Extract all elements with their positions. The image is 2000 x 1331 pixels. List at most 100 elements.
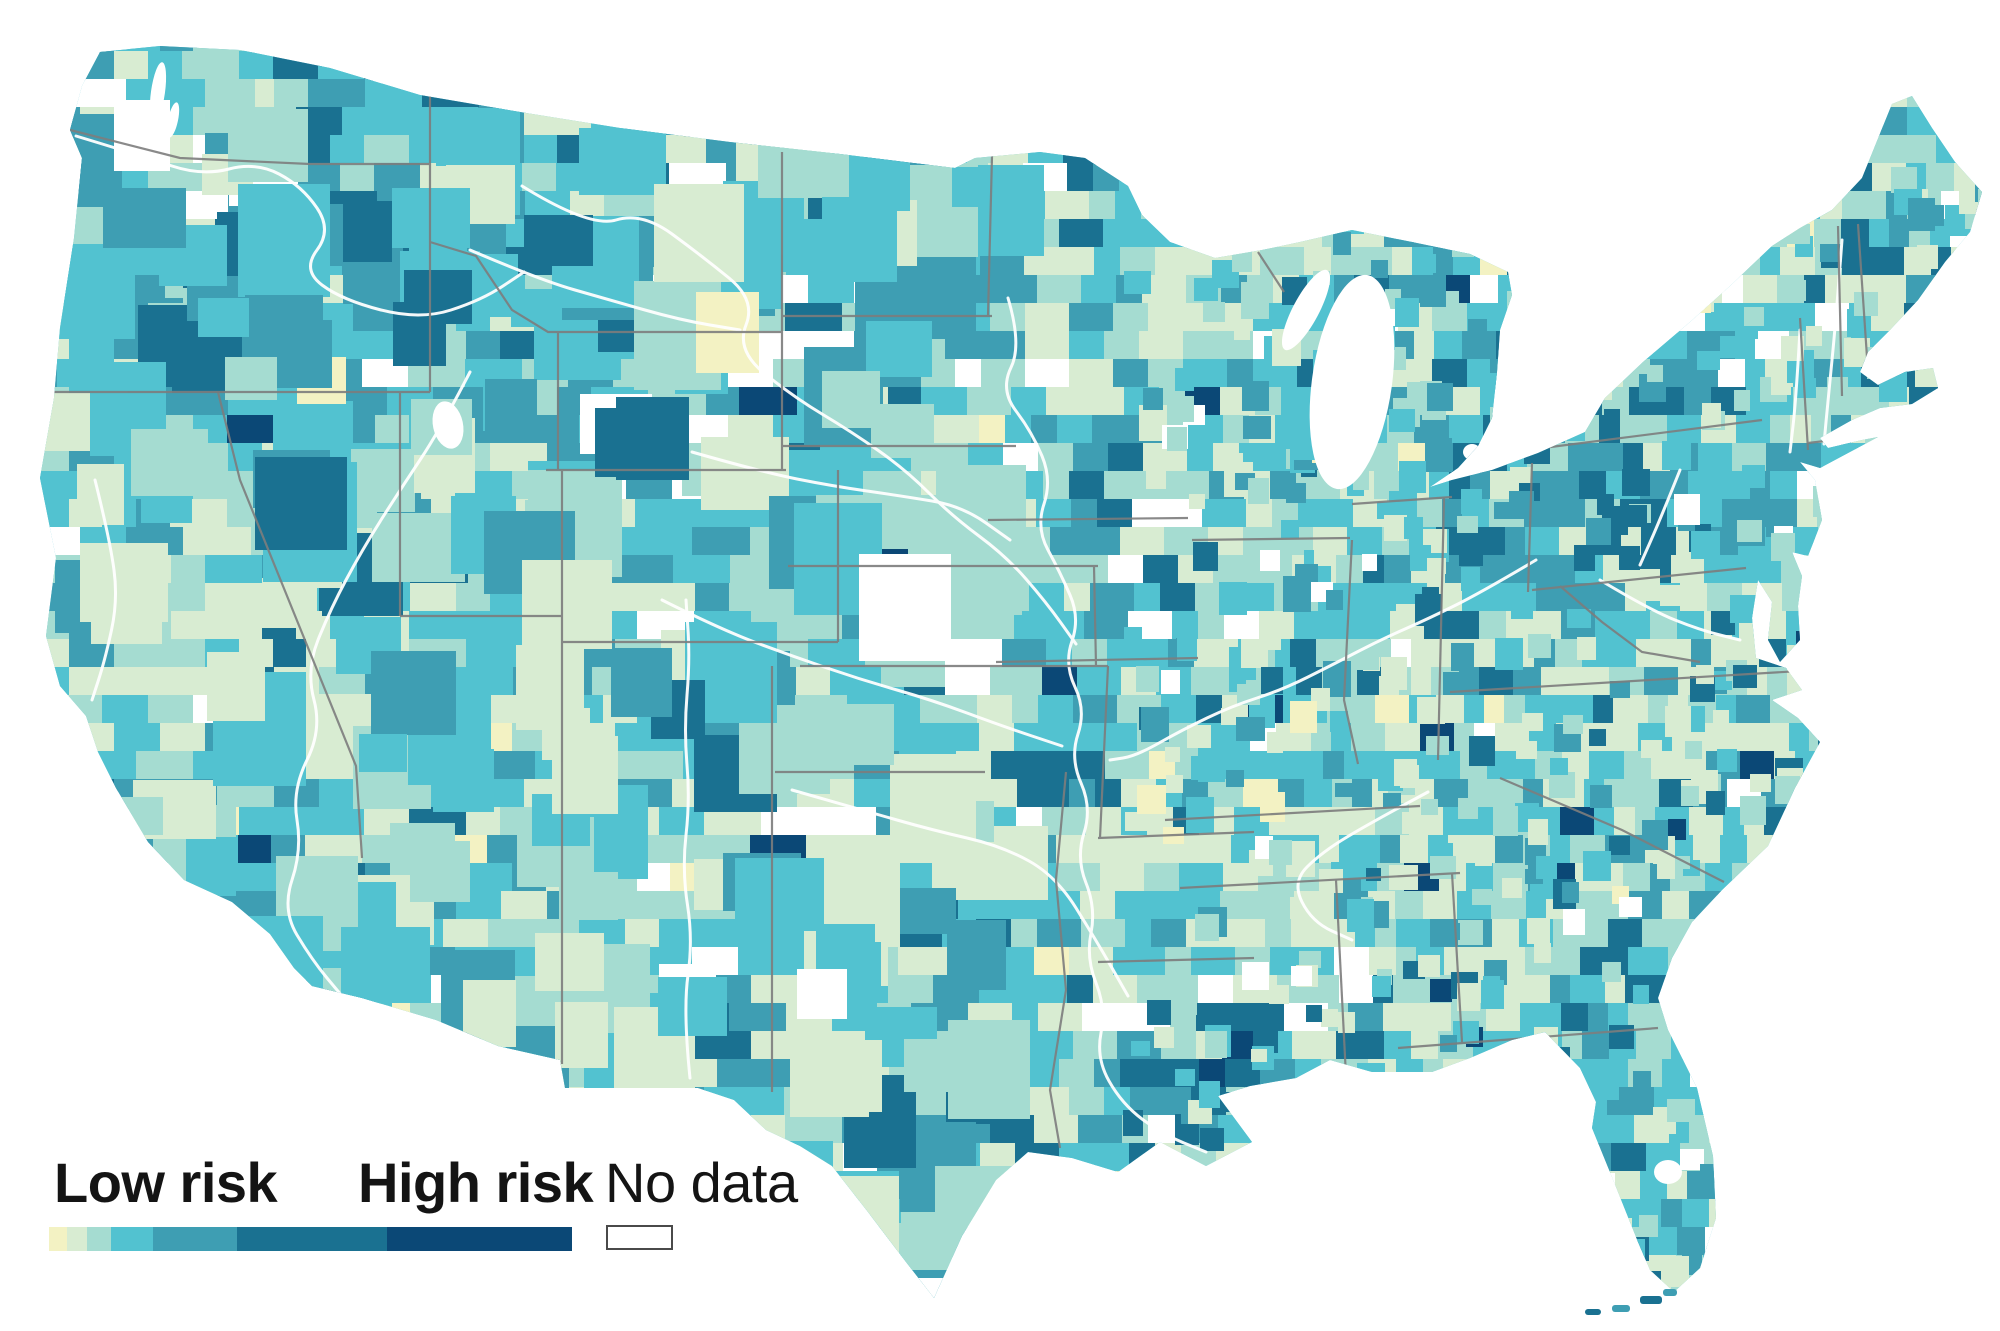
county-cell <box>1636 1031 1673 1061</box>
county-cell <box>306 1255 355 1285</box>
county-cell <box>670 1087 707 1117</box>
county-cell <box>1698 1031 1728 1061</box>
county-cell <box>1778 1255 1815 1285</box>
county-cell <box>1191 756 1210 780</box>
county-cell <box>1204 171 1219 190</box>
county-cell <box>1756 163 1786 193</box>
county-cell <box>1499 1080 1514 1093</box>
county-cell <box>1458 920 1483 945</box>
county-cell <box>1622 251 1643 270</box>
county-cell <box>1848 1154 1865 1172</box>
county-cell <box>1717 749 1737 772</box>
county-cell <box>1271 1199 1309 1229</box>
county-cell <box>1528 819 1548 845</box>
county-cell <box>1940 331 1963 361</box>
county-cell <box>1281 520 1299 538</box>
county-cell <box>1496 191 1533 221</box>
county-cell <box>410 583 459 613</box>
county-cell <box>1590 785 1612 808</box>
county-cell <box>1910 46 1940 53</box>
county-cell <box>758 114 849 198</box>
county-cell <box>810 1040 882 1112</box>
county-cell <box>1314 546 1336 566</box>
county-cell <box>57 1283 106 1298</box>
county-cell <box>1845 695 1875 725</box>
county-cell <box>1399 1283 1429 1298</box>
county-cell <box>1477 79 1500 109</box>
county-cell <box>1844 922 1867 947</box>
county-cell <box>1969 947 1982 977</box>
county-cell <box>1548 443 1571 473</box>
county-cell <box>1347 899 1374 932</box>
county-cell <box>40 1003 72 1033</box>
county-cell <box>1326 590 1343 610</box>
county-cell <box>1682 107 1705 137</box>
county-cell <box>1104 331 1142 361</box>
county-cell <box>273 975 310 1005</box>
county-cell <box>1800 1031 1830 1061</box>
county-cell <box>1016 667 1045 697</box>
county-cell <box>1357 1311 1387 1331</box>
county-cell <box>1988 79 2000 109</box>
county-cell <box>1045 79 1074 109</box>
county-cell <box>1791 1115 1821 1145</box>
county-cell <box>1429 1255 1459 1285</box>
county-cell <box>1949 527 1979 557</box>
county-cell <box>40 975 83 1005</box>
county-cell <box>647 835 696 865</box>
county-cell <box>1108 555 1146 585</box>
county-cell <box>1199 1285 1226 1298</box>
county-cell <box>785 1115 845 1145</box>
county-cell <box>1198 975 1236 1005</box>
county-cell <box>1825 695 1848 725</box>
county-cell <box>273 1087 333 1117</box>
county-cell <box>1977 1029 1982 1056</box>
county-cell <box>1396 1059 1426 1089</box>
county-cell <box>1845 163 1875 193</box>
county-cell <box>897 1311 934 1331</box>
county-cell <box>1881 572 1898 592</box>
county-cell <box>1481 239 1504 258</box>
county-cell <box>659 527 696 557</box>
county-cell <box>1887 1199 1910 1229</box>
county-cell <box>1173 219 1211 249</box>
county-cell <box>1869 1283 1899 1298</box>
county-cell <box>1261 1311 1290 1331</box>
county-cell <box>1082 1003 1129 1033</box>
county-cell <box>148 975 197 1005</box>
county-cell <box>1580 275 1617 305</box>
county-cell <box>984 79 1022 109</box>
county-cell <box>183 1003 232 1033</box>
county-cell <box>1633 1071 1651 1091</box>
county-cell <box>1382 1255 1405 1285</box>
county-cell <box>189 983 265 1078</box>
county-cell <box>124 1255 173 1285</box>
county-cell <box>1082 1283 1120 1298</box>
county-cell <box>1802 1132 1830 1166</box>
county-cell <box>1147 1311 1176 1331</box>
county-cell <box>1046 387 1075 417</box>
county-cell <box>1729 191 1766 221</box>
county-cell <box>1916 1031 1953 1061</box>
legend-ramp-segment-4 <box>111 1227 153 1251</box>
county-cell <box>116 797 163 835</box>
county-cell <box>1554 1227 1591 1257</box>
county-cell <box>1915 1003 1938 1033</box>
county-cell <box>1974 415 1982 445</box>
county-cell <box>1524 432 1550 464</box>
county-cell <box>1766 611 1789 641</box>
county-cell <box>524 107 561 137</box>
county-cell <box>1160 583 1198 613</box>
county-cell <box>819 1283 856 1298</box>
county-cell <box>932 1283 981 1298</box>
county-cell <box>1828 51 1865 81</box>
county-cell <box>1704 973 1730 1005</box>
county-cell <box>1954 290 1979 317</box>
county-cell <box>1750 774 1771 792</box>
county-cell <box>1704 1021 1725 1047</box>
county-cell <box>1389 409 1415 432</box>
county-cell <box>1734 390 1750 411</box>
county-cell <box>1941 275 1971 305</box>
county-cell <box>40 1061 134 1160</box>
